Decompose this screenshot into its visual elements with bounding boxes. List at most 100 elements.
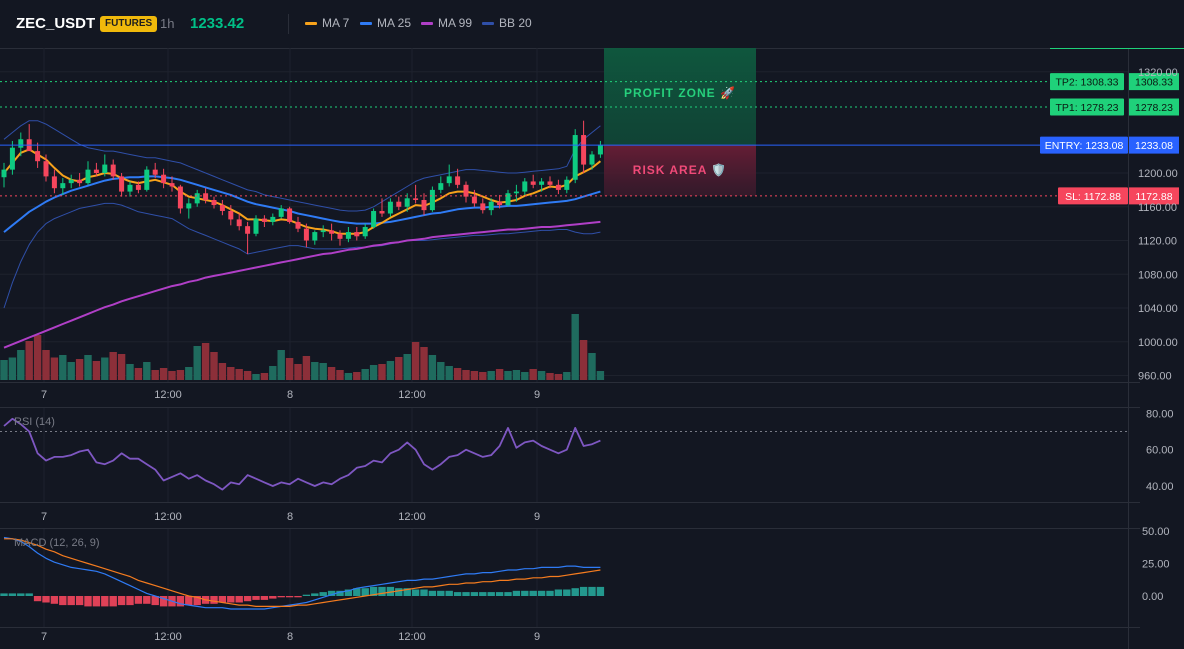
- macd-histogram-bar: [143, 596, 151, 604]
- macd-histogram-bar: [453, 592, 462, 596]
- rsi-tick-label: 60.00: [1146, 445, 1174, 457]
- volume-bar: [319, 363, 327, 380]
- volume-bar: [117, 354, 126, 380]
- legend-bb20-label: BB 20: [499, 16, 532, 30]
- rsi-title: RSI (14): [14, 416, 55, 428]
- candle-body: [497, 201, 503, 206]
- macd-histogram-bar: [378, 586, 386, 596]
- candle-body: [35, 151, 41, 162]
- price-tick-label: 1160.00: [1138, 202, 1177, 214]
- legend-ma25[interactable]: MA 25: [360, 16, 411, 30]
- candle-body: [505, 193, 511, 206]
- macd-histogram-bar: [50, 596, 59, 604]
- volume-bar: [428, 355, 437, 380]
- ma7-line: [3, 148, 602, 235]
- candle-body: [161, 174, 167, 184]
- legend-ma99[interactable]: MA 99: [421, 16, 472, 30]
- volume-bar: [512, 370, 521, 380]
- profit-zone-label: PROFIT ZONE 🚀: [624, 86, 736, 100]
- macd-histogram-bar: [126, 596, 134, 606]
- candle-body: [379, 210, 385, 214]
- macd-histogram-bar: [386, 586, 395, 596]
- trade-zones: PROFIT ZONE 🚀 RISK AREA 🛡️: [604, 48, 756, 196]
- indicator-panels: RSI (14) MACD (12, 26, 9): [0, 416, 1128, 610]
- candle-body: [463, 184, 469, 197]
- candle-body: [329, 230, 335, 234]
- volume-bar: [504, 371, 512, 380]
- legend-bb20[interactable]: BB 20: [482, 16, 532, 30]
- candle-body: [371, 210, 377, 228]
- macd-histogram-bar: [218, 596, 227, 603]
- chart-header: ZEC_USDT FUTURES 1h 1233.42 MA 7 MA 25 M…: [0, 0, 1184, 48]
- volume-bar: [126, 364, 134, 380]
- macd-histogram-bar: [84, 596, 92, 607]
- macd-histogram-bar: [403, 588, 411, 596]
- macd-histogram-bar: [0, 593, 8, 596]
- candle-body: [312, 232, 318, 241]
- candle-body: [270, 216, 276, 222]
- rsi-line: [3, 417, 601, 491]
- legend-ma7[interactable]: MA 7: [305, 16, 349, 30]
- candle-body: [77, 179, 83, 184]
- volume-bar: [201, 343, 210, 380]
- volume-bar: [487, 371, 495, 380]
- sl-axis-label: 1172.88: [1135, 191, 1172, 203]
- macd-histogram-bar: [243, 596, 252, 602]
- candle-body: [337, 233, 343, 239]
- volume-bar: [134, 368, 143, 380]
- macd-histogram-bar: [75, 596, 84, 606]
- candle-body: [354, 232, 360, 237]
- timeframe-label[interactable]: 1h: [160, 16, 175, 31]
- volume-bar: [17, 350, 25, 380]
- volume-bar: [8, 357, 17, 380]
- time-tick-label: 9: [534, 631, 540, 643]
- ma99-line: [3, 220, 601, 349]
- macd-histogram-bar: [336, 590, 344, 596]
- candle-body: [135, 184, 141, 190]
- macd-histogram-bar: [319, 592, 327, 596]
- candle-body: [144, 169, 150, 190]
- macd-histogram-bar: [411, 589, 420, 596]
- candle-body: [589, 154, 595, 165]
- rsi-tick-label: 40.00: [1146, 481, 1174, 493]
- tp2-axis-label: 1308.33: [1135, 77, 1173, 89]
- risk-zone: [604, 145, 756, 196]
- candle-body: [102, 164, 108, 174]
- macd-histogram-bar: [311, 593, 319, 596]
- price-tick-label: 1320.00: [1138, 67, 1178, 79]
- volume-bar: [537, 371, 546, 380]
- volume-bar: [411, 342, 420, 380]
- macd-histogram-bar: [252, 596, 260, 600]
- candle-body: [1, 169, 7, 178]
- header-divider: [288, 14, 289, 34]
- macd-histogram-bar: [277, 596, 285, 598]
- sl-tag-label: SL: 1172.88: [1065, 191, 1121, 203]
- macd-histogram-bar: [521, 590, 529, 596]
- time-tick-label: 7: [41, 511, 47, 523]
- candle-body: [85, 169, 91, 184]
- volume-bar: [521, 372, 529, 380]
- legend-ma7-label: MA 7: [322, 16, 350, 30]
- candle-body: [245, 226, 251, 234]
- macd-histogram-bar: [554, 589, 563, 596]
- candle-body: [530, 181, 536, 185]
- macd-histogram-bar: [563, 589, 571, 596]
- candle-body: [471, 196, 477, 204]
- candle-body: [345, 232, 351, 239]
- symbol-title[interactable]: ZEC_USDT: [16, 15, 96, 32]
- time-tick-label: 9: [534, 389, 540, 401]
- volume-bar: [42, 350, 50, 380]
- candle-body: [572, 135, 578, 180]
- macd-histogram-bar: [571, 588, 579, 596]
- volume-bar: [50, 357, 59, 380]
- volume-bar: [243, 371, 252, 380]
- macd-title: MACD (12, 26, 9): [14, 537, 100, 549]
- macd-histogram-bar: [285, 596, 294, 598]
- candle-body: [320, 230, 326, 233]
- volume-bar: [252, 374, 260, 380]
- candle-body: [194, 193, 200, 204]
- candle-body: [68, 179, 74, 184]
- volume-bar: [159, 368, 168, 380]
- volume-bar: [59, 355, 67, 380]
